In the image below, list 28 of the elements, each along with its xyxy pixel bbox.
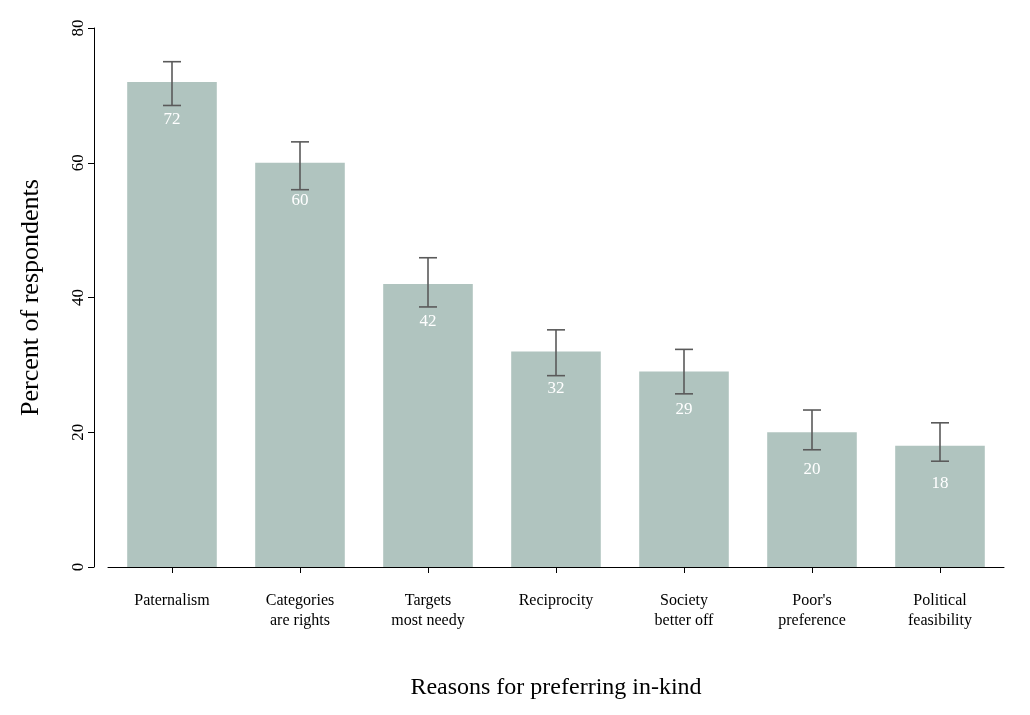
data-label: 32 xyxy=(547,378,565,398)
data-label: 29 xyxy=(675,398,693,418)
x-tick-label: Reciprocity xyxy=(518,590,594,609)
x-tick-label: Poor's preference xyxy=(778,590,846,629)
x-tick-label: Political feasibility xyxy=(908,590,972,629)
data-label: 20 xyxy=(803,459,821,479)
data-label: 18 xyxy=(931,472,949,492)
y-tick-label: 40 xyxy=(68,289,87,306)
bar xyxy=(767,432,857,567)
y-tick-label: 0 xyxy=(68,562,87,572)
bar xyxy=(255,162,345,567)
bar xyxy=(895,445,985,567)
x-tick-label: Targets most needy xyxy=(391,590,465,629)
y-tick-label: 80 xyxy=(68,19,87,37)
data-label: 42 xyxy=(419,311,437,331)
y-axis-title: Percent of respondents xyxy=(14,179,44,416)
bar xyxy=(639,371,729,567)
x-axis-title: Reasons for preferring in-kind xyxy=(410,673,702,699)
y-tick-label: 60 xyxy=(68,154,87,172)
x-tick-label: Society better off xyxy=(654,590,715,628)
x-tick-label: Paternalism xyxy=(134,590,211,608)
bar xyxy=(127,81,217,567)
y-tick-label: 20 xyxy=(68,423,87,441)
data-label: 72 xyxy=(163,108,181,128)
data-label: 60 xyxy=(291,189,309,209)
bar xyxy=(511,351,601,567)
bar xyxy=(383,284,473,567)
x-tick-label: Categories are rights xyxy=(265,590,335,629)
